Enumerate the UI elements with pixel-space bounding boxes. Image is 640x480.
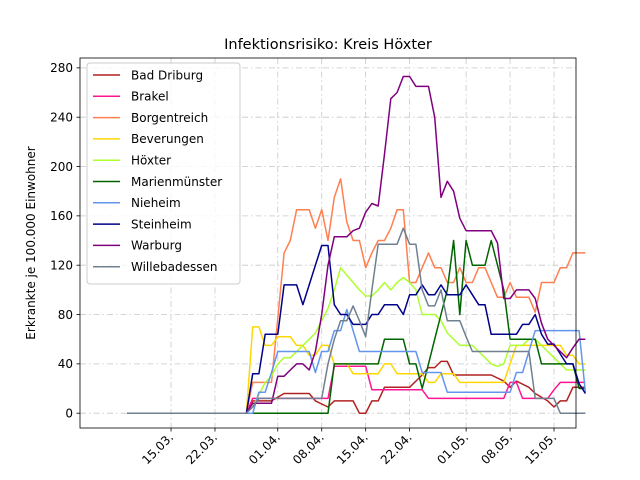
y-axis: 0 40 80 120 160 200 240 280	[50, 61, 80, 421]
y-tick-label: 0	[65, 407, 73, 421]
legend-label: Höxter	[131, 154, 171, 168]
series-line-h-xter	[127, 266, 586, 414]
x-tick-label: 15.03.	[139, 430, 176, 467]
legend-label: Marienmünster	[131, 175, 222, 189]
legend-label: Steinheim	[131, 217, 192, 231]
x-tick-label: 08.05.	[478, 430, 515, 467]
x-tick-label: 15.04.	[334, 430, 371, 467]
series-line-steinheim	[127, 244, 587, 414]
legend-label: Brakel	[131, 90, 169, 104]
legend-label: Beverungen	[131, 132, 204, 146]
series-line-bad-driburg	[127, 360, 586, 414]
series-line-willebadessen	[127, 227, 586, 414]
x-tick-label: 22.03.	[183, 430, 220, 467]
legend-label: Willebadessen	[131, 260, 217, 274]
legend-label: Warburg	[131, 239, 182, 253]
legend-box	[86, 62, 241, 285]
series-line-nieheim	[127, 308, 587, 414]
series-line-beverungen	[127, 326, 586, 414]
x-tick-label: 01.05.	[434, 430, 471, 467]
chart-title: Infektionsrisiko: Kreis Höxter	[224, 37, 432, 53]
y-tick-label: 120	[50, 259, 73, 273]
legend-label: Nieheim	[131, 196, 181, 210]
plot-frame	[79, 57, 577, 429]
y-tick-label: 280	[50, 61, 73, 75]
legend-label: Borgentreich	[131, 111, 208, 125]
x-tick-label: 22.04.	[378, 430, 415, 467]
y-tick-label: 200	[50, 160, 73, 174]
x-tick-label: 01.04.	[246, 430, 283, 467]
y-tick-label: 40	[58, 357, 73, 371]
series-layer	[127, 75, 587, 414]
y-tick-label: 240	[50, 111, 73, 125]
x-tick-label: 15.05.	[522, 430, 559, 467]
x-axis: 15.03. 22.03. 01.04. 08.04. 15.04. 22.04. 01.0…	[139, 428, 559, 467]
y-axis-label: Erkrankte je 100.000 Einwohner	[24, 146, 38, 339]
x-tick-label: 08.04.	[290, 430, 327, 467]
legend-label: Bad Driburg	[131, 68, 203, 82]
y-tick-label: 160	[50, 209, 73, 223]
series-line-borgentreich	[127, 178, 586, 414]
legend: Bad Driburg Brakel Borgentreich Beverungen H…	[86, 62, 241, 285]
series-line-marienm-nster	[127, 239, 586, 414]
series-line-warburg	[127, 75, 586, 414]
y-tick-label: 80	[58, 308, 73, 322]
